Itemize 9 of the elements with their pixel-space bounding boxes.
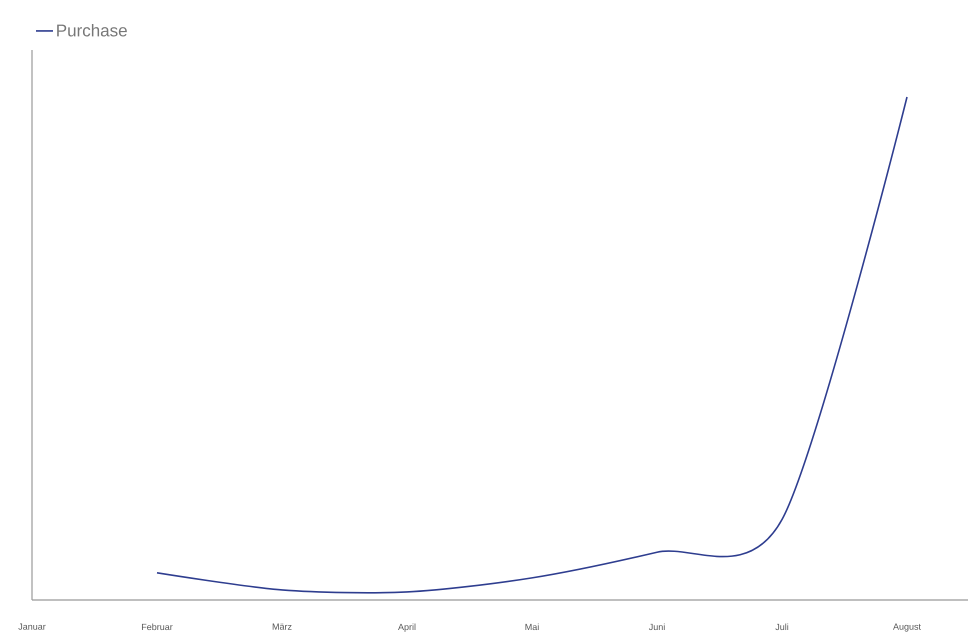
legend-label: Purchase (57, 24, 127, 36)
x-tick-label: Januar (18, 624, 46, 630)
x-tick-label: August (893, 624, 921, 632)
x-tick-label: Mai (525, 624, 539, 630)
x-tick-label: März (272, 624, 292, 630)
x-tick-label: Februar (142, 624, 173, 630)
x-tick-label: Juni (648, 624, 665, 630)
x-tick-label: Juli (775, 624, 788, 630)
x-tick-label: April (398, 624, 416, 632)
